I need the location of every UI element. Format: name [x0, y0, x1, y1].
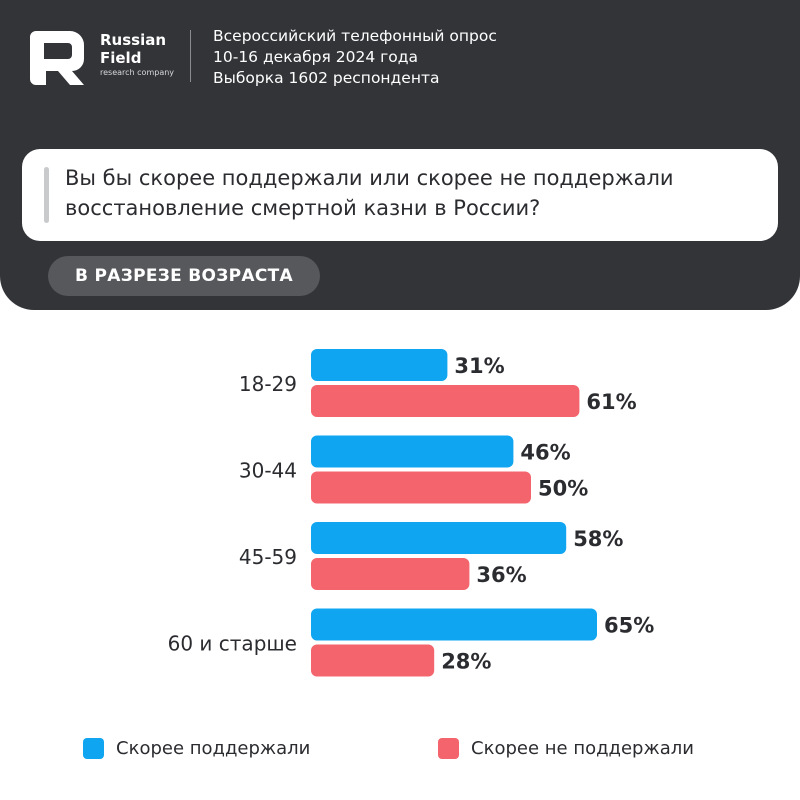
bar-support-45-59	[311, 522, 567, 554]
bar-support-30-44	[311, 435, 514, 468]
value-label-not-support-60-и-старше: 28%	[441, 650, 491, 674]
legend-swatch-not-support	[438, 737, 459, 759]
category-label-18-29: 18-29	[239, 372, 297, 396]
survey-info-line2: 10-16 декабря 2024 года	[213, 48, 418, 66]
brand-name-line1: Russian	[100, 31, 167, 49]
bar-not-support-60-и-старше	[311, 644, 435, 677]
legend-label-support: Скорее поддержали	[116, 737, 311, 759]
russian-field-logo-icon	[30, 31, 84, 85]
survey-info-line1: Всероссийский телефонный опрос	[213, 27, 497, 45]
legend-swatch-support	[83, 737, 104, 759]
header-panel: Russian Field research company Всероссий…	[0, 0, 800, 310]
category-label-45-59: 45-59	[239, 545, 297, 569]
bar-support-18-29	[311, 349, 448, 381]
header-divider	[190, 30, 191, 82]
value-label-not-support-18-29: 61%	[586, 390, 636, 414]
breakdown-badge: В РАЗРЕЗЕ ВОЗРАСТА	[48, 256, 320, 296]
brand-name: Russian Field research company	[100, 31, 174, 79]
value-label-support-30-44: 46%	[520, 441, 570, 465]
brand-name-line2: Field	[100, 49, 142, 67]
brand-tagline: research company	[100, 68, 175, 77]
bar-not-support-45-59	[311, 558, 470, 590]
category-label-60-и-старше: 60 и старше	[168, 632, 297, 656]
question-card: Вы бы скорее поддержали или скорее не по…	[22, 149, 778, 241]
question-line1: Вы бы скорее поддержали или скорее не по…	[65, 166, 674, 190]
legend-item-support: Скорее поддержали	[83, 737, 310, 759]
value-label-not-support-30-44: 50%	[538, 477, 588, 501]
question-text: Вы бы скорее поддержали или скорее не по…	[65, 163, 765, 223]
value-label-not-support-45-59: 36%	[476, 563, 526, 587]
legend-label-not-support: Скорее не поддержали	[471, 737, 694, 759]
value-label-support-45-59: 58%	[573, 527, 623, 551]
bar-not-support-18-29	[311, 385, 580, 417]
value-label-support-18-29: 31%	[454, 354, 504, 378]
survey-info-line3: Выборка 1602 респондента	[213, 69, 440, 87]
bar-not-support-30-44	[311, 471, 531, 504]
question-line2: восстановление смертной казни в России?	[65, 196, 541, 220]
question-accent-bar	[44, 167, 49, 223]
legend-item-not-support: Скорее не поддержали	[438, 737, 694, 759]
value-label-support-60-и-старше: 65%	[604, 614, 654, 638]
category-label-30-44: 30-44	[239, 459, 297, 483]
bar-support-60-и-старше	[311, 608, 597, 641]
survey-info: Всероссийский телефонный опрос 10-16 дек…	[213, 26, 497, 89]
